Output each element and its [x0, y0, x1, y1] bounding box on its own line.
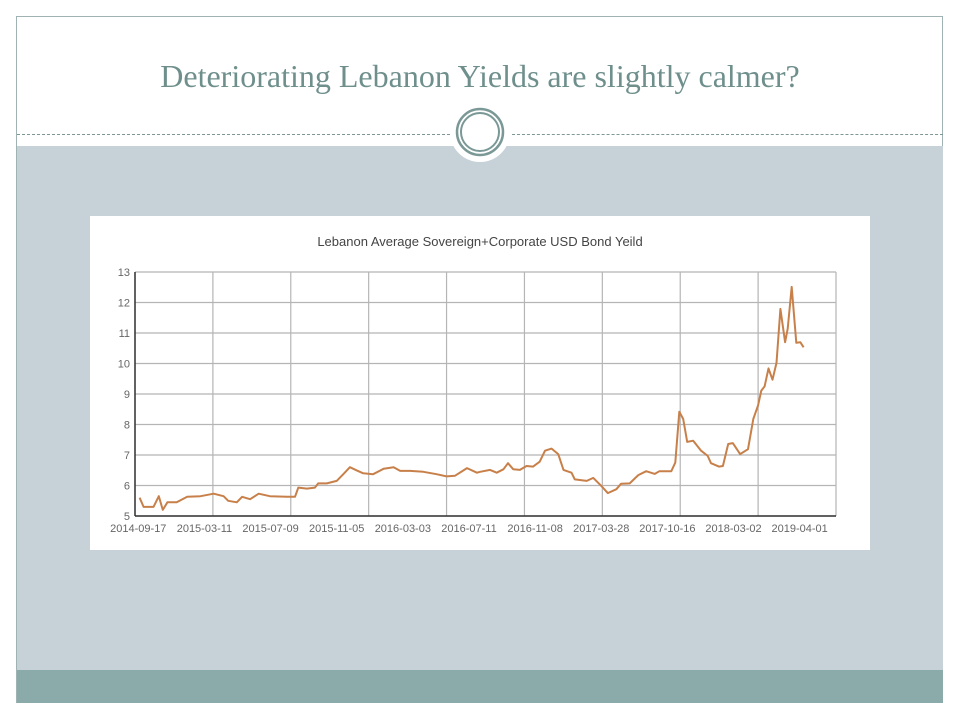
- chart-container: Lebanon Average Sovereign+Corporate USD …: [90, 216, 870, 550]
- x-tick-label: 2016-11-08: [507, 523, 562, 535]
- line-chart: Lebanon Average Sovereign+Corporate USD …: [110, 234, 837, 535]
- x-tick-label: 2015-03-11: [177, 523, 232, 535]
- x-tick-label: 2019-04-01: [771, 523, 827, 535]
- y-tick-label: 11: [119, 328, 130, 340]
- footer-band: [17, 670, 943, 703]
- x-tick-label: 2016-03-03: [375, 523, 431, 535]
- x-tick-label: 2016-07-11: [441, 523, 496, 535]
- y-tick-label: 5: [124, 511, 130, 523]
- x-tick-label: 2015-07-09: [242, 523, 298, 535]
- x-tick-label: 2018-03-02: [705, 523, 761, 535]
- title-divider-right: [512, 134, 943, 135]
- ornament-circle-icon: [450, 102, 510, 162]
- title-divider-left: [17, 134, 450, 135]
- series-line-yield: [138, 285, 805, 511]
- y-tick-label: 9: [124, 389, 130, 401]
- slide-title: Deteriorating Lebanon Yields are slightl…: [160, 58, 800, 94]
- x-tick-label: 2014-09-17: [110, 523, 166, 535]
- x-tick-label: 2015-11-05: [309, 523, 364, 535]
- y-tick-label: 7: [124, 450, 130, 462]
- y-tick-label: 13: [118, 267, 130, 279]
- y-tick-label: 6: [124, 481, 130, 493]
- x-tick-label: 2017-10-16: [639, 523, 695, 535]
- y-tick-label: 8: [124, 420, 130, 432]
- y-tick-label: 12: [118, 298, 130, 310]
- x-tick-label: 2017-03-28: [573, 523, 629, 535]
- chart-title: Lebanon Average Sovereign+Corporate USD …: [317, 234, 642, 249]
- y-tick-label: 10: [118, 359, 130, 371]
